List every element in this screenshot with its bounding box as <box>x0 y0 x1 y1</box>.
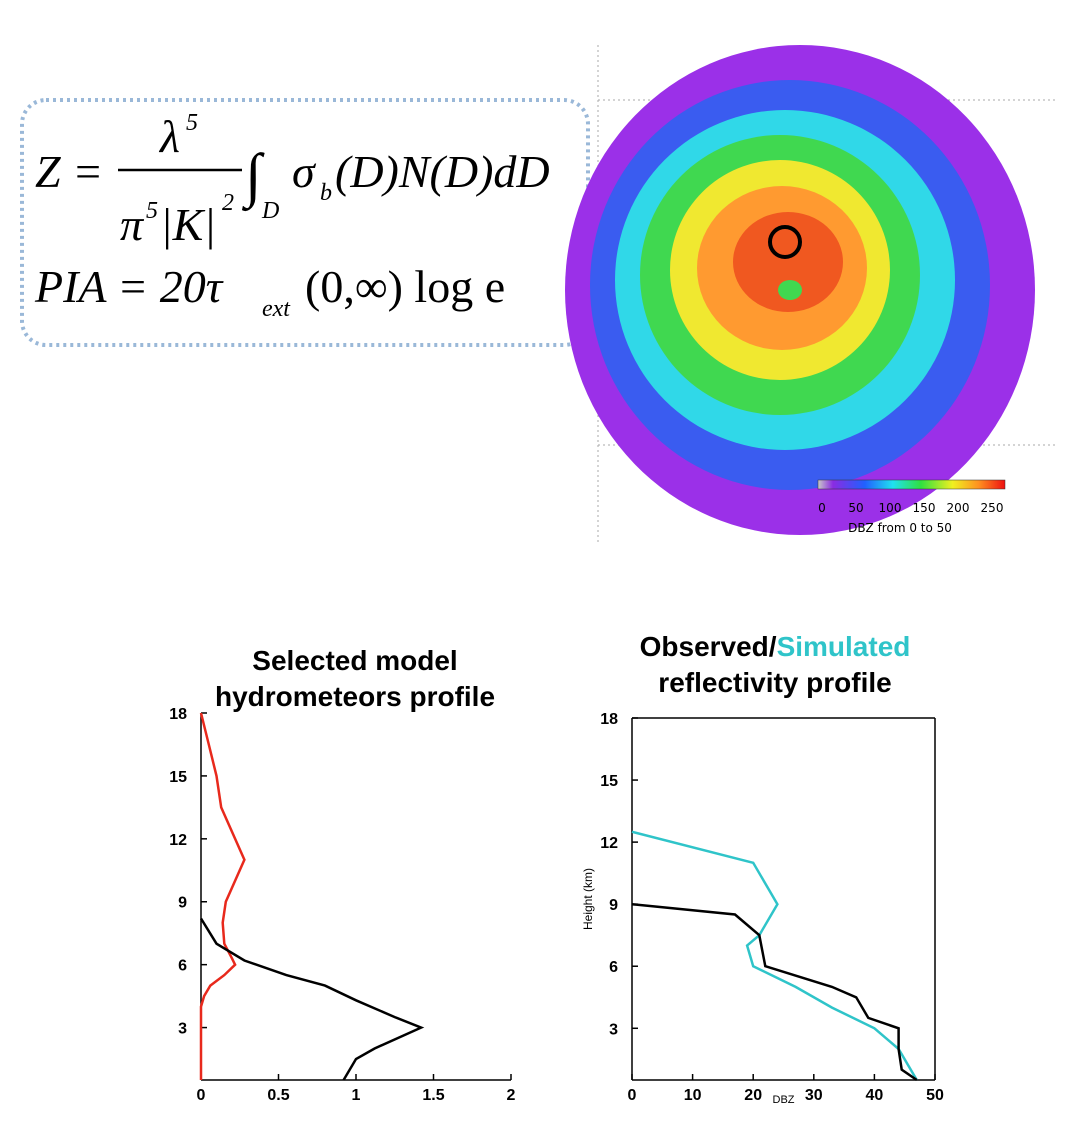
formula-text: π <box>120 199 145 250</box>
y-tick-label: 9 <box>609 897 618 914</box>
formula-text: D <box>261 198 279 224</box>
title-part: hydrometeors profile <box>215 681 495 712</box>
title-part: reflectivity profile <box>658 667 891 698</box>
y-tick-label: 9 <box>178 895 187 912</box>
formula-text: (0,∞) log e <box>305 261 505 312</box>
formula-text: (D)N(D)dD <box>335 146 550 197</box>
colorbar-tick-label: 50 <box>848 501 863 515</box>
x-tick-label: 0 <box>197 1087 206 1104</box>
x-tick-label: 20 <box>744 1087 762 1104</box>
slide: Z = λ 5 π 5 |K| 2 ∫ D σ b (D)N(D)dD PIA … <box>0 0 1067 1131</box>
formula-text: 2 <box>222 190 234 216</box>
profile-line <box>201 919 421 1081</box>
title-part: Observed/ <box>640 631 777 662</box>
chart-title: Observed/Simulated <box>640 631 911 662</box>
title-part: Selected model <box>252 645 457 676</box>
colorbar-tick-label: 0 <box>818 501 826 515</box>
y-tick-label: 15 <box>169 769 187 786</box>
profile-line <box>632 832 917 1080</box>
x-tick-label: 30 <box>805 1087 823 1104</box>
x-tick-label: 1 <box>352 1087 361 1104</box>
x-tick-label: 50 <box>926 1087 944 1104</box>
x-tick-label: 0 <box>628 1087 637 1104</box>
y-tick-label: 12 <box>600 835 618 852</box>
y-tick-label: 6 <box>609 959 618 976</box>
formula-text: 5 <box>146 198 158 224</box>
x-tick-label: 10 <box>684 1087 702 1104</box>
x-tick-label: 40 <box>866 1087 884 1104</box>
colorbar-caption: DBZ from 0 to 50 <box>848 521 952 535</box>
chart-title: reflectivity profile <box>658 667 891 698</box>
colorbar-tick-label: 100 <box>879 501 902 515</box>
y-tick-label: 18 <box>169 706 187 723</box>
colorbar-tick-label: 200 <box>947 501 970 515</box>
x-axis-label: DBZ <box>773 1094 795 1106</box>
x-tick-label: 1.5 <box>422 1087 444 1104</box>
colorbar-tick-label: 250 <box>981 501 1004 515</box>
profile-line <box>201 713 244 1080</box>
formula-text: ext <box>262 296 291 322</box>
x-tick-label: 0.5 <box>267 1087 289 1104</box>
radar-image <box>565 45 1055 545</box>
y-tick-label: 3 <box>178 1021 187 1038</box>
y-tick-label: 15 <box>600 773 618 790</box>
title-part: Simulated <box>777 631 911 662</box>
y-tick-label: 3 <box>609 1021 618 1038</box>
colorbar-tick-label: 150 <box>913 501 936 515</box>
chart-title: Selected model <box>252 645 457 676</box>
y-tick-label: 6 <box>178 958 187 975</box>
y-tick-label: 18 <box>600 711 618 728</box>
formula-text: Z = <box>35 146 103 197</box>
y-tick-label: 12 <box>169 832 187 849</box>
formula-text: PIA = 20τ <box>34 261 224 312</box>
formula-text: λ <box>158 111 180 162</box>
formula-text: b <box>320 180 332 206</box>
formula-text: |K| <box>160 199 216 250</box>
y-axis-label: Height (km) <box>581 868 595 930</box>
profile-line <box>632 904 917 1080</box>
x-tick-label: 2 <box>507 1087 516 1104</box>
formula-text: 5 <box>186 110 198 136</box>
chart-title: hydrometeors profile <box>215 681 495 712</box>
formula-text: σ <box>292 146 317 197</box>
